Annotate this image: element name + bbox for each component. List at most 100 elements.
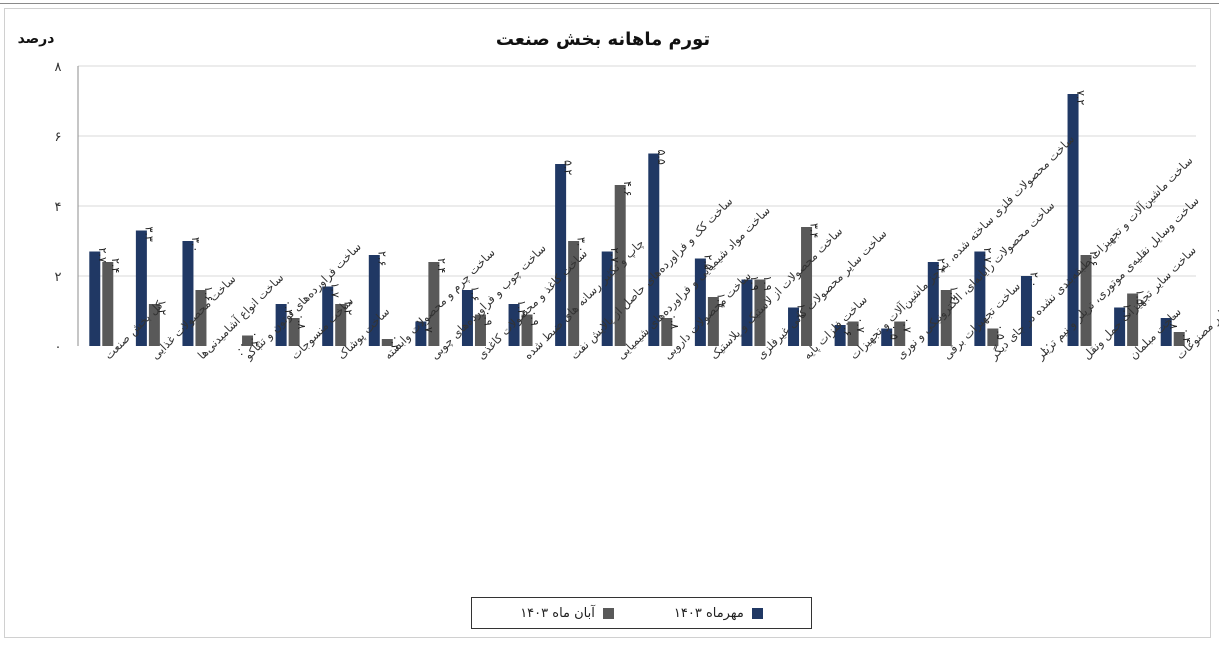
data-label-series-1-10: ۵.۲	[562, 160, 575, 175]
category-label-16: ساخت محصولات فلزی ساخته شده، به جز ماشین…	[847, 132, 1078, 363]
y-axis-ticks: ۰ ۲ ۴ ۶ ۸	[55, 60, 62, 355]
legend-swatch-series-2	[602, 607, 614, 619]
data-label-series-2-15: ۳.۴	[808, 223, 821, 238]
data-label-series-2-22: ۱.۵	[1134, 290, 1147, 305]
data-label-series-2-1: ۱.۲	[155, 300, 168, 315]
data-label-series-2-21: ۲.۶	[1087, 251, 1100, 266]
data-label-series-2-8: ۰.۹	[481, 311, 494, 326]
data-label-series-2-4: ۰.۸	[295, 314, 308, 329]
bar-series-2-23	[1173, 332, 1185, 346]
data-label-series-2-7: ۲.۴	[435, 258, 448, 273]
bar-series-2-1	[148, 304, 160, 346]
data-label-series-1-16: ۰.۶	[841, 321, 854, 336]
bar-series-2-14	[754, 279, 766, 346]
bar-series-2-2	[195, 290, 207, 346]
bar-series-2-8	[474, 314, 486, 346]
data-label-series-2-18: ۱.۶	[947, 286, 960, 301]
bar-series-1-17	[881, 328, 893, 346]
data-label-series-1-19: ۲.۷	[981, 248, 994, 263]
bar-series-1-11	[601, 251, 613, 346]
data-label-series-1-21: ۷.۲	[1074, 90, 1087, 105]
legend-item-series-2: آبان ماه ۱۴۰۳	[520, 606, 614, 621]
chart-area	[4, 8, 1211, 638]
legend-label-series-1: مهرماه ۱۴۰۳	[673, 605, 744, 621]
bar-series-1-14	[741, 279, 753, 346]
bar-series-1-20	[1020, 276, 1032, 346]
bar-series-1-4	[275, 304, 287, 346]
data-label-series-2-6: ۰.۲	[388, 335, 401, 350]
data-label-series-2-19: ۰.۵	[994, 325, 1007, 340]
bar-series-1-16	[834, 325, 846, 346]
data-label-series-1-14: ۱.۹	[748, 276, 761, 291]
data-label-series-1-15: ۱.۱	[795, 304, 808, 319]
data-label-series-1-5: ۱.۷	[329, 283, 342, 298]
data-label-series-1-2: ۳.۰	[189, 237, 202, 252]
data-label-series-2-14: ۱.۹	[761, 276, 774, 291]
data-label-series-1-17: ۰.۵	[888, 325, 901, 340]
data-label-series-1-0: ۲.۷	[96, 248, 109, 263]
bar-series-1-15	[788, 307, 800, 346]
bar-series-2-5	[335, 304, 347, 346]
bar-series-2-9	[521, 314, 533, 346]
data-label-series-2-3: ۰.۳	[249, 332, 262, 347]
y-tick-label-1: ۲	[55, 270, 62, 285]
data-label-series-1-23: ۰.۸	[1167, 314, 1180, 329]
bar-series-1-8	[461, 290, 473, 346]
bar-series-2-15	[801, 227, 813, 346]
top-border-line	[0, 3, 1219, 4]
bar-series-1-5	[322, 286, 334, 346]
chart-title: تورم ماهانه بخش صنعت	[496, 29, 710, 50]
bar-series-1-22	[1114, 307, 1126, 346]
bar-series-2-22	[1127, 293, 1139, 346]
data-label-series-1-13: ۲.۵	[701, 255, 714, 270]
bar-series-2-19	[987, 328, 999, 346]
bar-series-2-16	[847, 321, 859, 346]
data-label-series-1-7: ۰.۷	[422, 318, 435, 333]
category-label-1: ساخت محصولات غذایی	[148, 272, 239, 363]
data-label-series-2-9: ۰.۹	[528, 311, 541, 326]
data-label-series-1-11: ۲.۷	[608, 248, 621, 263]
bar-series-1-10	[555, 164, 567, 346]
data-label-series-1-4: ۰.۳	[282, 300, 295, 315]
legend-label-series-2: آبان ماه ۱۴۰۳	[520, 605, 595, 621]
data-label-series-1-12: ۵.۵	[655, 150, 668, 165]
bar-series-2-7	[428, 262, 440, 346]
data-label-series-2-23: ۰.۴	[1180, 328, 1193, 343]
bar-series-2-6	[381, 339, 393, 346]
data-label-series-2-12: ۰.۸	[668, 314, 681, 329]
bar-series-1-9	[508, 304, 520, 346]
y-axis-label: درصد	[18, 31, 55, 47]
y-tick-label-4: ۸	[55, 60, 62, 75]
bars	[89, 94, 1185, 346]
data-label-series-2-0: ۲.۴	[109, 258, 122, 273]
bar-series-1-23	[1160, 318, 1172, 346]
data-label-series-2-10: ۳.۰	[575, 237, 588, 252]
data-label-series-2-2: ۱.۶	[202, 286, 215, 301]
bar-series-2-3	[242, 335, 254, 346]
bar-series-2-17	[894, 321, 906, 346]
bar-series-1-0	[89, 251, 101, 346]
bar-series-1-2	[182, 241, 194, 346]
bar-series-1-7	[415, 321, 427, 346]
y-tick-label-0: ۰	[55, 340, 62, 355]
data-label-series-2-11: ۴.۶	[621, 181, 634, 196]
data-label-series-2-16: ۰.۷	[854, 318, 867, 333]
bar-series-1-6	[368, 255, 380, 346]
data-labels: ۲.۷۲.۴۳.۳۱.۲۳.۰۱.۶۰.۰۰.۳۰.۳۰.۸۱.۷۱.۲۲.۶۰…	[96, 90, 1193, 357]
y-tick-label-3: ۶	[55, 130, 62, 145]
bar-series-1-13	[694, 258, 706, 346]
bar-series-1-21	[1067, 94, 1079, 346]
data-label-series-1-3: ۰.۰	[236, 342, 249, 357]
bar-series-1-1	[135, 230, 147, 346]
y-tick-label-2: ۴	[55, 200, 62, 215]
bar-series-2-4	[288, 318, 300, 346]
bar-series-2-12	[661, 318, 673, 346]
legend-swatch-series-1	[751, 607, 763, 619]
bar-series-2-21	[1080, 255, 1092, 346]
data-label-series-2-13: ۱.۴	[714, 293, 727, 308]
gridlines	[77, 65, 1196, 346]
bar-series-1-19	[974, 251, 986, 346]
data-label-series-1-20: ۲.۰	[1027, 272, 1040, 287]
